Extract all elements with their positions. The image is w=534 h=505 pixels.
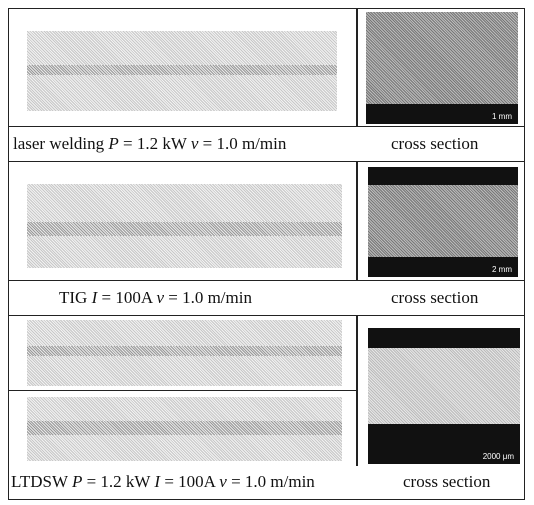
caption-text: = 100A	[160, 472, 220, 491]
panel-cell	[8, 390, 357, 467]
caption-text: = 100A	[97, 288, 157, 307]
caption-row: LTDSW P = 1.2 kW I = 100A v = 1.0 m/min …	[8, 466, 525, 500]
caption-text: = 1.2 kW	[118, 134, 191, 153]
caption-text: laser welding	[13, 134, 109, 153]
panel-cell	[8, 315, 357, 391]
caption-text: TIG	[59, 288, 92, 307]
caption-symbol: P	[108, 134, 119, 153]
caption-symbol: v	[190, 134, 199, 153]
scale-bar: 2000 μm	[482, 452, 514, 461]
weld-photo	[27, 397, 342, 461]
cross-section-photo: 2 mm	[368, 167, 518, 277]
weld-photo	[27, 31, 337, 111]
panel-cell	[8, 8, 357, 127]
caption-text: = 1.0 m/min	[226, 472, 315, 491]
caption-symbol: I	[91, 288, 98, 307]
caption-symbol: v	[219, 472, 227, 491]
caption-row: laser welding P = 1.2 kW v = 1.0 m/min c…	[8, 126, 525, 162]
scale-bar: 2 mm	[492, 265, 512, 274]
panel-cell: 2000 μm	[357, 315, 525, 467]
panel-cell: 2 mm	[357, 161, 525, 281]
caption: LTDSW P = 1.2 kW I = 100A v = 1.0 m/min	[11, 466, 315, 498]
cross-section-label: cross section	[391, 134, 479, 153]
cross-section-photo: 2000 μm	[368, 328, 520, 464]
scale-bar: 1 mm	[492, 112, 512, 121]
panel-cell: 1 mm	[357, 8, 525, 127]
cross-section-label: cross section	[391, 288, 479, 307]
caption: TIG I = 100A v = 1.0 m/min	[59, 281, 252, 315]
cross-section-photo: 1 mm	[366, 12, 518, 124]
weld-photo	[27, 320, 342, 386]
weld-photo	[27, 184, 342, 268]
panel-cell	[8, 161, 357, 281]
caption: laser welding P = 1.2 kW v = 1.0 m/min	[13, 127, 286, 161]
caption-text: = 1.0 m/min	[163, 288, 252, 307]
cross-section-label: cross section	[403, 472, 491, 491]
caption-text: = 1.2 kW	[82, 472, 155, 491]
caption-symbol: I	[154, 472, 161, 491]
caption-row: TIG I = 100A v = 1.0 m/min cross section	[8, 280, 525, 316]
caption-symbol: v	[156, 288, 164, 307]
caption-text: LTDSW	[11, 472, 72, 491]
caption-symbol: P	[71, 472, 83, 491]
caption-text: = 1.0 m/min	[198, 134, 287, 153]
